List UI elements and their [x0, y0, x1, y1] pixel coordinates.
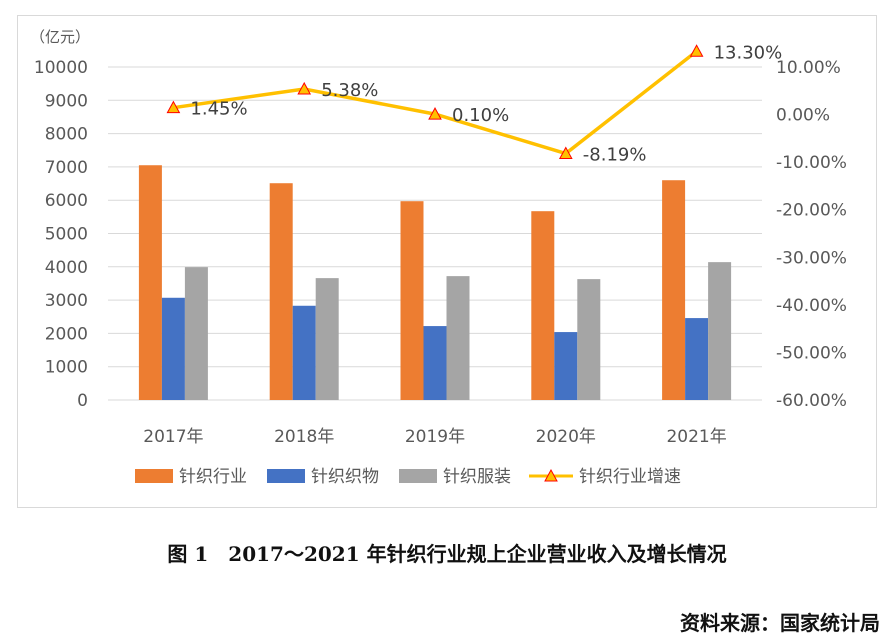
- bar-3-2021年: [708, 262, 732, 400]
- bar-1-2017年: [138, 165, 162, 400]
- bar-1-2019年: [400, 201, 424, 400]
- bar-3-2018年: [315, 278, 339, 400]
- bar-2-2020年: [554, 332, 578, 400]
- left-tick-label: 6000: [45, 191, 88, 211]
- left-tick-label: 10000: [34, 58, 88, 78]
- growth-marker: [428, 107, 442, 120]
- right-tick-label: 0.00%: [776, 106, 830, 126]
- left-tick-label: 3000: [45, 291, 88, 311]
- category-label: 2018年: [274, 427, 334, 447]
- bar-3-2017年: [184, 267, 208, 400]
- left-tick-label: 4000: [45, 258, 88, 278]
- left-tick-label: 2000: [45, 324, 88, 344]
- figure-caption: 图 1 2017～2021 年针织行业规上企业营业收入及增长情况: [167, 542, 727, 566]
- category-label: 2021年: [666, 427, 726, 447]
- right-tick-label: -20.00%: [776, 201, 847, 221]
- left-tick-label: 9000: [45, 91, 88, 111]
- growth-marker: [166, 100, 181, 114]
- left-tick-label: 5000: [45, 225, 88, 245]
- legend-marker: [544, 468, 558, 482]
- category-label: 2017年: [143, 427, 203, 447]
- bar-2-2021年: [685, 318, 709, 400]
- legend-label: 针织行业增速: [579, 467, 681, 487]
- legend-swatch: [267, 469, 305, 483]
- growth-marker: [297, 81, 312, 95]
- legend-swatch: [135, 469, 173, 483]
- left-tick-label: 7000: [45, 158, 88, 178]
- bar-1-2020年: [531, 211, 555, 400]
- right-tick-label: -10.00%: [776, 153, 847, 173]
- right-tick-label: -30.00%: [776, 248, 847, 268]
- growth-marker: [689, 44, 704, 57]
- left-tick-label: 1000: [45, 358, 88, 378]
- left-axis-unit: （亿元）: [30, 28, 90, 46]
- bar-1-2018年: [269, 183, 293, 400]
- bar-3-2020年: [577, 279, 601, 400]
- left-tick-label: 8000: [45, 125, 88, 145]
- growth-data-label: 5.38%: [321, 80, 378, 101]
- chart-frame: [17, 15, 877, 508]
- bar-2-2019年: [423, 326, 447, 400]
- right-tick-label: -60.00%: [776, 391, 847, 411]
- chart: 0 1000 2000 3000 4000 5000 6000 7000 8000 9000 100…: [30, 28, 847, 487]
- legend-label: 针织织物: [311, 467, 379, 487]
- legend-swatch: [399, 469, 437, 483]
- category-label: 2020年: [536, 427, 596, 447]
- right-tick-label: -40.00%: [776, 296, 847, 316]
- growth-data-label: -8.19%: [583, 145, 647, 166]
- category-label: 2019年: [405, 427, 465, 447]
- left-tick-label: 0: [77, 391, 88, 411]
- growth-data-label: 13.30%: [714, 42, 783, 63]
- growth-marker: [558, 146, 573, 160]
- bar-2-2017年: [161, 297, 185, 400]
- legend-label: 针织服装: [443, 467, 511, 487]
- growth-data-label: 0.10%: [452, 105, 509, 126]
- bar-1-2021年: [662, 180, 686, 400]
- growth-data-label: 1.45%: [190, 99, 247, 120]
- legend-label: 针织行业: [179, 467, 247, 487]
- right-tick-label: 10.00%: [776, 58, 841, 78]
- right-tick-label: -50.00%: [776, 343, 847, 363]
- bar-2-2018年: [292, 305, 316, 400]
- bar-3-2019年: [446, 276, 470, 400]
- data-source: 资料来源：国家统计局: [680, 611, 880, 635]
